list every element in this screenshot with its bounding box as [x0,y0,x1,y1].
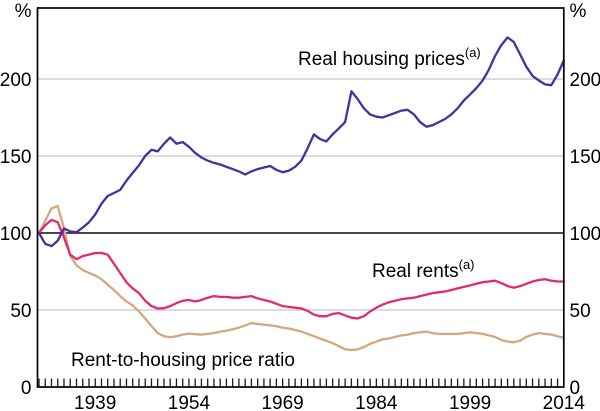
footnote-marker: (a) [459,257,475,272]
y-axis-unit-left: % [15,1,32,22]
series-label-text: Real housing prices [298,49,465,70]
y-axis-unit-right: % [570,1,587,22]
line-real-rents [37,218,565,320]
series-lines [37,36,565,352]
x-axis-label-1984: 1984 [355,393,398,411]
line-real-housing-prices [37,36,565,248]
y-axis-label-left-150: 150 [0,147,32,168]
y-axis-label-right-0: 0 [570,378,581,399]
series-label-real-housing-prices: Real housing prices(a) [298,45,481,70]
gridlines [38,78,564,311]
y-axis-label-left-50: 50 [10,301,31,322]
y-axis-label-left-200: 200 [0,70,32,91]
x-axis-label-1969: 1969 [261,393,303,411]
y-axis-label-right-50: 50 [570,301,591,322]
x-axis-label-1939: 1939 [74,393,116,411]
series-label-real-rents: Real rents(a) [372,257,475,282]
x-axis-label-1999: 1999 [449,393,491,411]
footnote-marker: (a) [465,45,481,60]
x-axis-label-1954: 1954 [168,393,211,411]
series-label-text: Real rents [372,261,459,282]
x-axis-label-2014: 2014 [543,393,586,411]
plot-frame [36,7,565,388]
y-axis-label-left-0: 0 [21,378,32,399]
series-label-text: Rent-to-housing price ratio [71,350,295,371]
x-axis-year-ticks [38,378,565,387]
y-axis-label-right-100: 100 [570,224,600,245]
y-axis-label-right-150: 150 [570,147,600,168]
series-label-rent-to-housing-price-ratio: Rent-to-housing price ratio [71,350,295,371]
y-axis-label-left-100: 100 [0,224,32,245]
line-rent-to-housing-price-ratio [37,204,565,352]
y-axis-label-right-200: 200 [570,70,600,91]
